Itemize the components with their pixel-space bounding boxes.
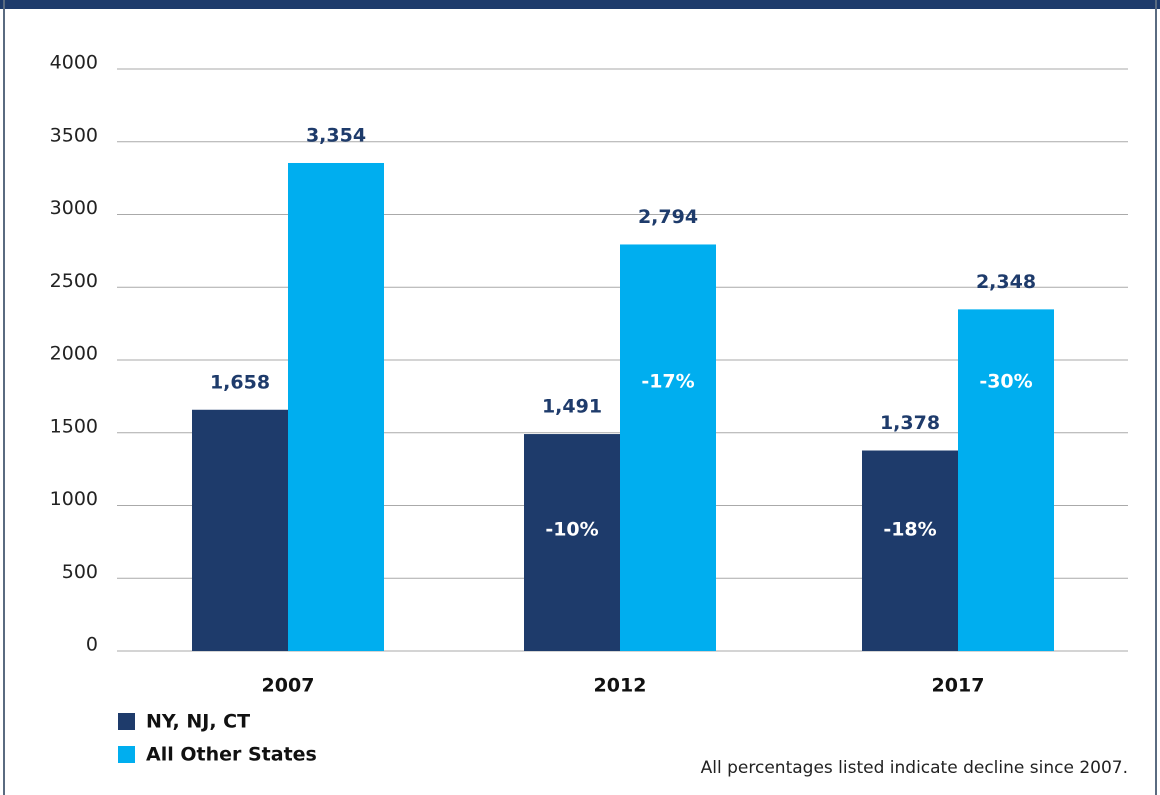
- value-label: 2,348: [976, 271, 1036, 293]
- header-band: [0, 0, 1160, 9]
- change-label: -30%: [979, 371, 1032, 393]
- y-tick-label: 500: [62, 561, 98, 583]
- bar: [862, 450, 958, 651]
- y-tick-label: 3000: [50, 197, 98, 219]
- legend-label: All Other States: [146, 744, 317, 766]
- change-label: -10%: [545, 519, 598, 541]
- value-label: 1,658: [210, 371, 270, 393]
- value-label: 2,794: [638, 206, 698, 228]
- legend-swatch: [118, 746, 135, 763]
- y-tick-label: 1500: [50, 415, 98, 437]
- change-label: -18%: [883, 519, 936, 541]
- bar: [288, 162, 384, 652]
- value-label: 3,354: [306, 124, 366, 146]
- y-tick-label: 0: [86, 634, 98, 656]
- bar: [524, 434, 620, 651]
- y-tick-label: 2000: [50, 343, 98, 365]
- y-tick-label: 1000: [50, 488, 98, 510]
- change-label: -17%: [641, 371, 694, 393]
- x-tick-label: 2007: [262, 675, 315, 697]
- value-label: 1,378: [880, 412, 940, 434]
- value-label: 1,491: [542, 396, 602, 418]
- y-tick-label: 3500: [50, 124, 98, 146]
- y-tick-label: 4000: [50, 52, 98, 74]
- bar: [192, 409, 288, 651]
- legend-swatch: [118, 713, 135, 730]
- y-tick-label: 2500: [50, 270, 98, 292]
- footnote: All percentages listed indicate decline …: [701, 758, 1128, 778]
- x-tick-label: 2017: [932, 675, 985, 697]
- x-tick-label: 2012: [594, 675, 647, 697]
- bar: [958, 309, 1054, 651]
- legend-label: NY, NJ, CT: [146, 711, 250, 733]
- bar: [620, 244, 716, 651]
